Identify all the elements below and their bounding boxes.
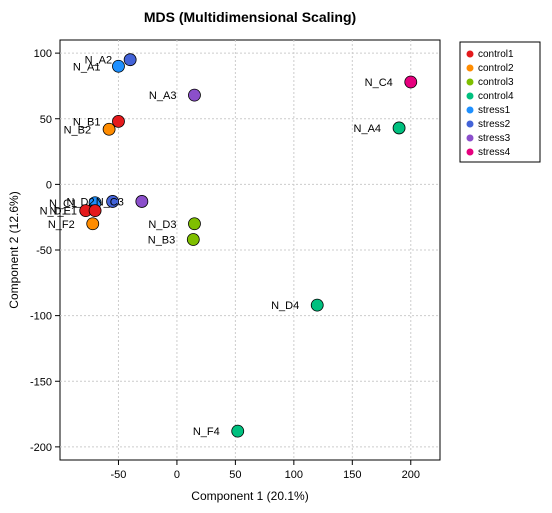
legend-label: stress1	[478, 105, 511, 116]
legend-marker	[467, 65, 474, 72]
x-tick-label: -50	[111, 469, 127, 481]
legend-marker	[467, 149, 474, 156]
legend-label: stress3	[478, 133, 511, 144]
data-point	[89, 205, 101, 217]
data-point	[103, 123, 115, 135]
data-point-label: N_F4	[193, 426, 220, 438]
data-point-label: N_D3	[148, 219, 176, 231]
y-tick-label: 0	[46, 179, 52, 191]
y-tick-label: 100	[34, 48, 52, 60]
x-tick-label: 100	[285, 469, 303, 481]
legend-marker	[467, 107, 474, 114]
data-point	[187, 234, 199, 246]
y-axis-label: Component 2 (12.6%)	[7, 191, 21, 308]
chart-title: MDS (Multidimensional Scaling)	[144, 9, 356, 25]
data-point	[405, 76, 417, 88]
data-point-label: N_E1	[50, 206, 78, 218]
x-tick-label: 0	[174, 469, 180, 481]
y-tick-label: -150	[30, 376, 52, 388]
legend-label: control2	[478, 63, 514, 74]
data-point	[188, 218, 200, 230]
data-point-label: N_B3	[148, 235, 176, 247]
data-point-label: N_A3	[149, 90, 177, 102]
x-tick-label: 50	[229, 469, 241, 481]
legend-marker	[467, 135, 474, 142]
legend-marker	[467, 51, 474, 58]
legend-marker	[467, 121, 474, 128]
chart-container: MDS (Multidimensional Scaling) -50 0 50 100 1…	[0, 0, 552, 513]
data-point	[87, 218, 99, 230]
data-point-label: N_F2	[48, 219, 75, 231]
data-point	[232, 425, 244, 437]
x-axis-label: Component 1 (20.1%)	[191, 489, 308, 503]
mds-scatter-plot: MDS (Multidimensional Scaling) -50 0 50 100 1…	[0, 0, 552, 513]
data-point-label: N_C4	[365, 77, 393, 89]
legend-label: control4	[478, 91, 514, 102]
legend-marker	[467, 93, 474, 100]
legend-label: control1	[478, 49, 514, 60]
data-point	[188, 89, 200, 101]
data-point-label: N_B2	[64, 124, 92, 136]
y-tick-label: -100	[30, 311, 52, 323]
data-point	[136, 195, 148, 207]
legend-label: stress2	[478, 119, 511, 130]
legend-marker	[467, 79, 474, 86]
legend-label: control3	[478, 77, 514, 88]
legend-box	[460, 42, 540, 162]
data-point-label: N_D4	[271, 300, 299, 312]
x-tick-label: 150	[343, 469, 361, 481]
data-point	[311, 299, 323, 311]
y-tick-label: -200	[30, 442, 52, 454]
data-point-label: N_A4	[354, 123, 382, 135]
y-tick-label: -50	[36, 245, 52, 257]
x-tick-label: 200	[402, 469, 420, 481]
data-point-label: N_A1	[73, 61, 101, 73]
data-point	[112, 60, 124, 72]
data-point	[124, 54, 136, 66]
legend-label: stress4	[478, 147, 511, 158]
data-point	[393, 122, 405, 134]
y-tick-label: 50	[40, 114, 52, 126]
